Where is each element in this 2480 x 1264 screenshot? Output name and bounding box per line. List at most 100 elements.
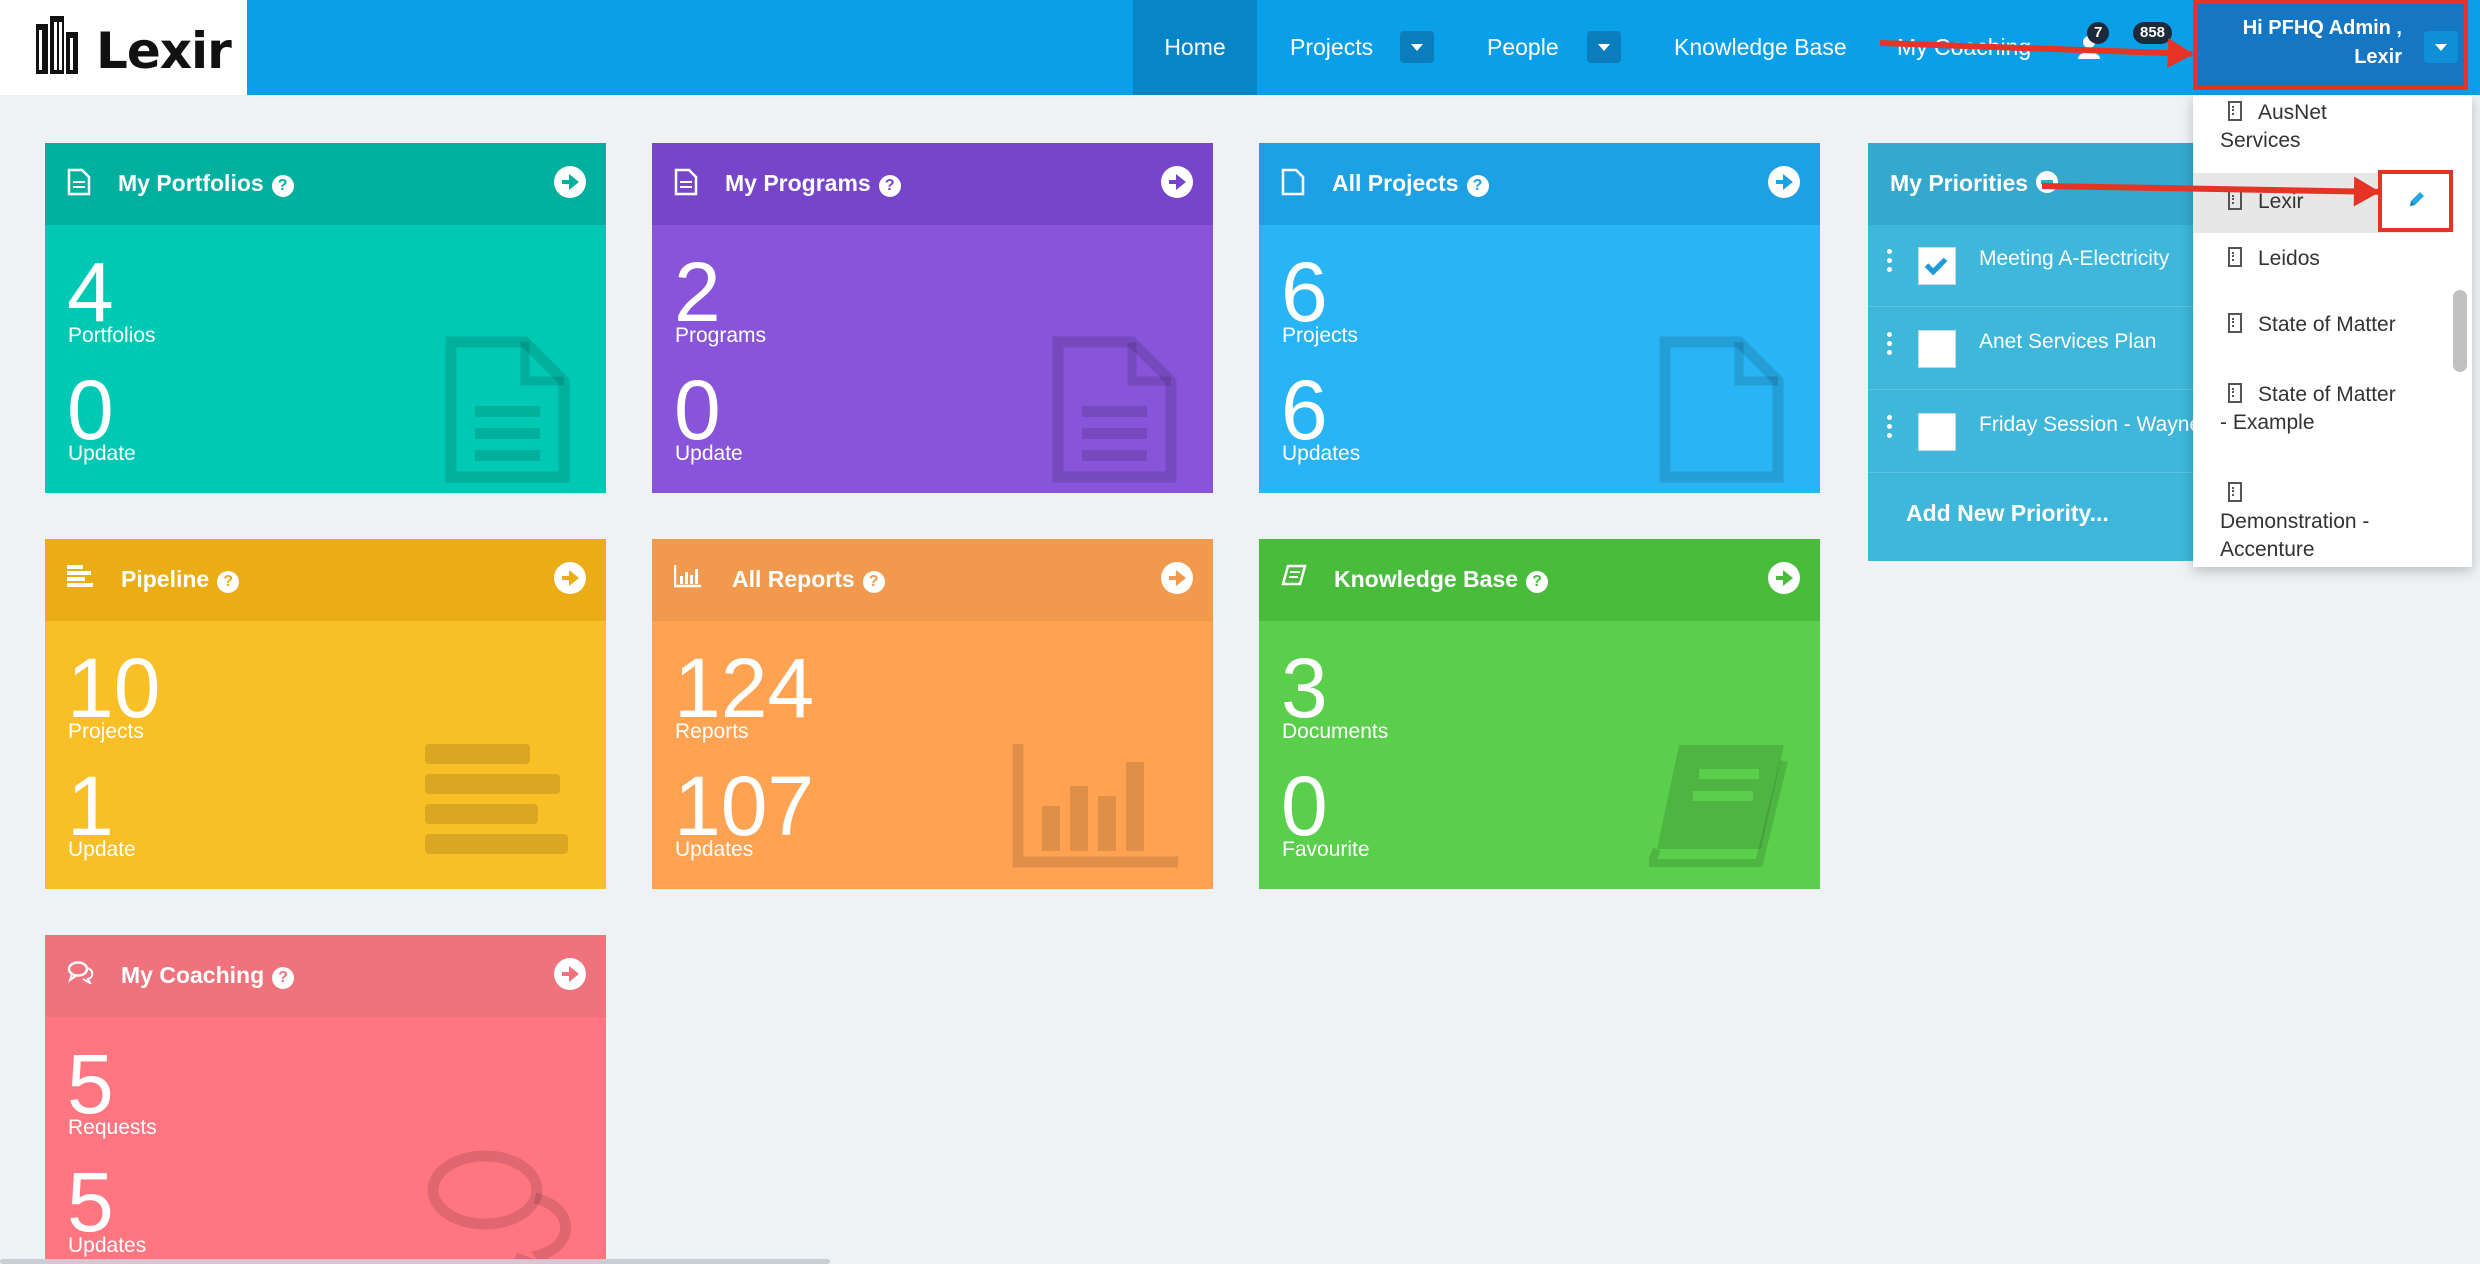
tile-header: My Programs? xyxy=(652,143,1213,225)
notification-badge[interactable]: 7 xyxy=(2087,22,2110,44)
requests-count: 5 xyxy=(67,1037,114,1131)
help-icon[interactable]: ? xyxy=(271,175,294,197)
help-icon[interactable]: ? xyxy=(1526,571,1549,593)
comments-icon xyxy=(67,961,94,984)
drag-handle-icon[interactable] xyxy=(1887,415,1892,439)
coaching-updates-label: Updates xyxy=(68,1234,147,1257)
lexir-logo[interactable]: Lexir xyxy=(0,0,247,95)
document-bg-icon xyxy=(445,336,570,483)
help-icon[interactable]: ? xyxy=(272,967,295,989)
user-menu-toggle[interactable] xyxy=(2424,31,2458,63)
nav-people[interactable]: People xyxy=(1487,34,1559,60)
go-arrow-icon[interactable] xyxy=(1768,166,1800,198)
comments-bg-icon xyxy=(427,1150,572,1264)
message-badge[interactable]: 858 xyxy=(2133,22,2173,44)
org-item-state-of-matter-example[interactable]: State of Matter - Example xyxy=(2193,381,2448,441)
building-icon xyxy=(2228,101,2242,121)
tile-title[interactable]: All Reports? xyxy=(732,566,885,593)
current-org-text: Lexir xyxy=(2354,46,2402,68)
horizontal-scrollbar[interactable] xyxy=(0,1259,830,1264)
reports-label: Reports xyxy=(675,720,749,743)
priority-checkbox[interactable] xyxy=(1918,247,1956,285)
user-menu[interactable]: Hi PFHQ Admin , Lexir xyxy=(2193,0,2468,90)
tile-knowledge-base: Knowledge Base? 3 Documents 0 Favourite xyxy=(1259,539,1820,889)
help-icon[interactable]: ? xyxy=(1466,175,1489,197)
priority-item[interactable]: Anet Services Plan xyxy=(1868,308,2198,390)
bar-chart-bg-icon xyxy=(1012,744,1178,868)
reports-count: 124 xyxy=(674,641,815,735)
pipeline-projects-label: Projects xyxy=(68,720,144,743)
priority-item[interactable]: Meeting A-Electricity xyxy=(1868,225,2198,307)
priority-text: Meeting A-Electricity xyxy=(1979,247,2170,270)
projects-label: Projects xyxy=(1282,324,1358,347)
go-arrow-icon[interactable] xyxy=(1161,562,1193,594)
align-left-bg-icon xyxy=(425,744,568,854)
tile-title[interactable]: My Portfolios? xyxy=(118,170,294,197)
projects-dropdown-toggle[interactable] xyxy=(1400,31,1434,63)
drag-handle-icon[interactable] xyxy=(1887,249,1892,273)
tile-title[interactable]: All Projects? xyxy=(1332,170,1489,197)
favourite-count: 0 xyxy=(1281,759,1328,853)
checkmark-icon xyxy=(1924,252,1948,276)
go-arrow-icon[interactable] xyxy=(1161,166,1193,198)
help-icon[interactable]: ? xyxy=(878,175,901,197)
pipeline-updates-count: 1 xyxy=(67,759,114,853)
priority-text: Anet Services Plan xyxy=(1979,330,2157,353)
help-icon[interactable]: ? xyxy=(862,571,885,593)
org-name: State of Matter xyxy=(2258,313,2396,336)
priority-item[interactable]: Friday Session - Wayne xyxy=(1868,391,2198,473)
priority-checkbox[interactable] xyxy=(1918,413,1956,451)
user-greeting: Hi PFHQ Admin , Lexir xyxy=(2197,14,2402,72)
edit-org-button[interactable] xyxy=(2378,170,2453,232)
tile-all-projects: All Projects? 6 Projects 6 Updates xyxy=(1259,143,1820,493)
documents-count: 3 xyxy=(1281,641,1328,735)
org-item-ausnet[interactable]: AusNet Services xyxy=(2193,99,2448,167)
help-icon[interactable]: ? xyxy=(217,571,240,593)
tile-header: Knowledge Base? xyxy=(1259,539,1820,621)
tile-title[interactable]: My Programs? xyxy=(725,170,901,197)
report-updates-count: 107 xyxy=(674,759,815,853)
org-name: AusNet xyxy=(2258,101,2327,124)
nav-home[interactable]: Home xyxy=(1133,0,1257,95)
drag-handle-icon[interactable] xyxy=(1887,332,1892,356)
pipeline-projects-count: 10 xyxy=(67,641,161,735)
document-bg-icon xyxy=(1052,336,1177,483)
tile-title[interactable]: My Coaching? xyxy=(121,962,295,989)
portfolios-label: Portfolios xyxy=(68,324,156,347)
org-item-demonstration-accenture[interactable]: Demonstration - Accenture xyxy=(2193,480,2448,565)
tile-header: Pipeline? xyxy=(45,539,606,621)
go-arrow-icon[interactable] xyxy=(554,958,586,990)
building-icon xyxy=(2228,482,2242,502)
go-arrow-icon[interactable] xyxy=(1768,562,1800,594)
file-icon xyxy=(1281,168,1305,196)
nav-knowledge-base[interactable]: Knowledge Base xyxy=(1674,34,1847,60)
org-item-state-of-matter[interactable]: State of Matter xyxy=(2193,311,2448,361)
org-name: State of Matter xyxy=(2258,383,2396,406)
org-name: Leidos xyxy=(2258,247,2320,270)
pencil-icon xyxy=(2410,192,2424,206)
building-icon xyxy=(2228,190,2242,210)
tile-my-programs: My Programs? 2 Programs 0 Update xyxy=(652,143,1213,493)
portfolio-updates-count: 0 xyxy=(67,363,114,457)
dropdown-scrollbar[interactable] xyxy=(2453,290,2467,372)
requests-label: Requests xyxy=(68,1116,157,1139)
tile-title[interactable]: Knowledge Base? xyxy=(1334,566,1549,593)
priority-checkbox[interactable] xyxy=(1918,330,1956,368)
priorities-title[interactable]: My Priorities xyxy=(1890,170,2059,197)
go-arrow-icon[interactable] xyxy=(554,562,586,594)
tile-title[interactable]: Pipeline? xyxy=(121,566,240,593)
org-name-cont: Accenture xyxy=(2220,538,2315,561)
pipeline-updates-label: Update xyxy=(68,838,136,861)
nav-projects[interactable]: Projects xyxy=(1290,34,1374,60)
building-icon xyxy=(2228,383,2242,403)
align-left-icon xyxy=(67,565,93,587)
book-icon xyxy=(1281,564,1307,586)
report-updates-label: Updates xyxy=(675,838,754,861)
people-dropdown-toggle[interactable] xyxy=(1587,31,1621,63)
org-name: Lexir xyxy=(2258,190,2304,213)
collapse-icon[interactable] xyxy=(2036,171,2059,193)
add-new-priority-link[interactable]: Add New Priority... xyxy=(1906,500,2109,526)
go-arrow-icon[interactable] xyxy=(554,166,586,198)
building-logo-icon xyxy=(36,16,78,74)
org-item-leidos[interactable]: Leidos xyxy=(2193,245,2448,295)
